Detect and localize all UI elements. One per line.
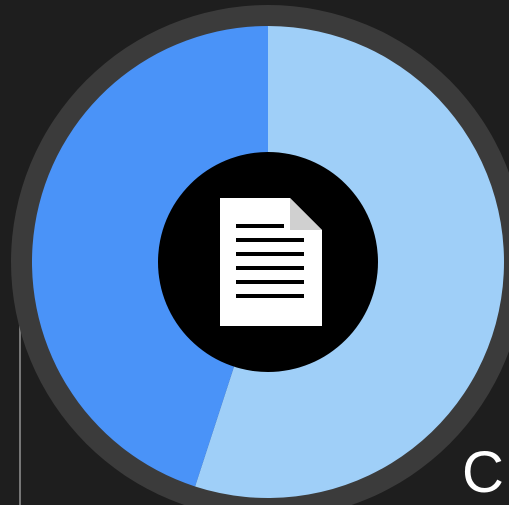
pie-slice [31, 26, 269, 487]
corner-label: C [462, 440, 504, 505]
document-icon [220, 198, 322, 326]
